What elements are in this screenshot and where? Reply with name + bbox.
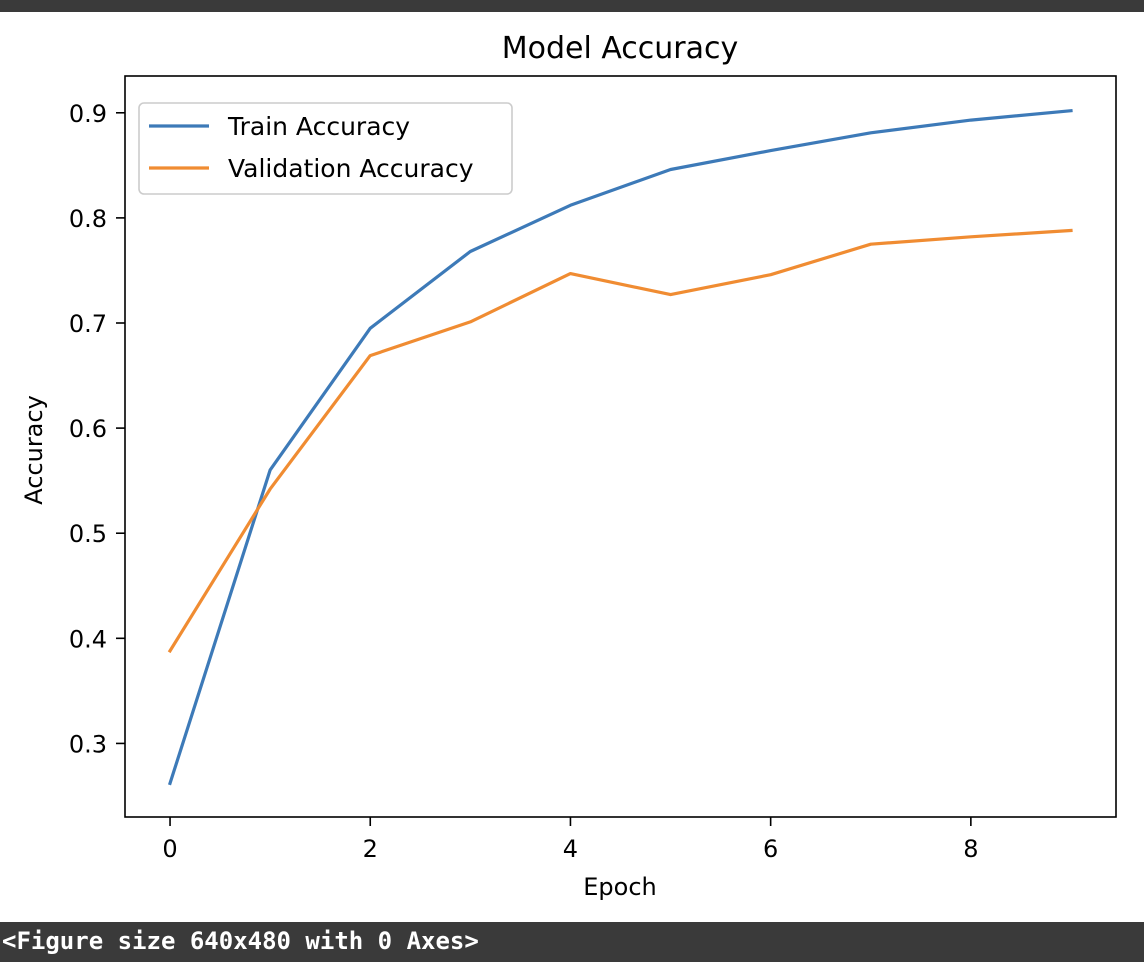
y-tick-label: 0.6 <box>69 415 107 443</box>
x-tick-label: 0 <box>162 835 177 863</box>
chart-title: Model Accuracy <box>502 31 739 66</box>
y-tick-label: 0.8 <box>69 205 107 233</box>
y-axis-label: Accuracy <box>20 395 48 505</box>
y-tick-label: 0.3 <box>69 730 107 758</box>
x-tick-label: 8 <box>963 835 978 863</box>
figure-size-output-text: <Figure size 640x480 with 0 Axes> <box>2 927 479 955</box>
x-axis-label: Epoch <box>583 873 657 901</box>
plot-frame <box>124 75 1117 818</box>
legend-box <box>138 102 513 195</box>
x-tick-label: 2 <box>363 835 378 863</box>
x-tick-label: 4 <box>563 835 578 863</box>
legend-label: Validation Accuracy <box>228 154 474 183</box>
legend: Train Accuracy Validation Accuracy <box>138 102 513 195</box>
series-line-train <box>167 108 1073 786</box>
series-lines <box>167 108 1073 786</box>
ticks-layer: 0 2 4 6 8 0.3 0.4 0.5 0.6 0.7 0.8 0.9 <box>69 100 979 863</box>
x-tick-label: 6 <box>763 835 778 863</box>
series-line-validation <box>167 228 1073 654</box>
y-tick-label: 0.9 <box>69 100 107 128</box>
legend-label: Train Accuracy <box>227 112 410 141</box>
y-tick-label: 0.5 <box>69 520 107 548</box>
y-tick-label: 0.7 <box>69 310 107 338</box>
y-tick-label: 0.4 <box>69 625 107 653</box>
figure-panel: Model Accuracy Epoch Accuracy 0 2 4 6 8 0.3 0.… <box>0 12 1144 922</box>
accuracy-line-chart: Model Accuracy Epoch Accuracy 0 2 4 6 8 0.3 0.… <box>20 31 1117 901</box>
